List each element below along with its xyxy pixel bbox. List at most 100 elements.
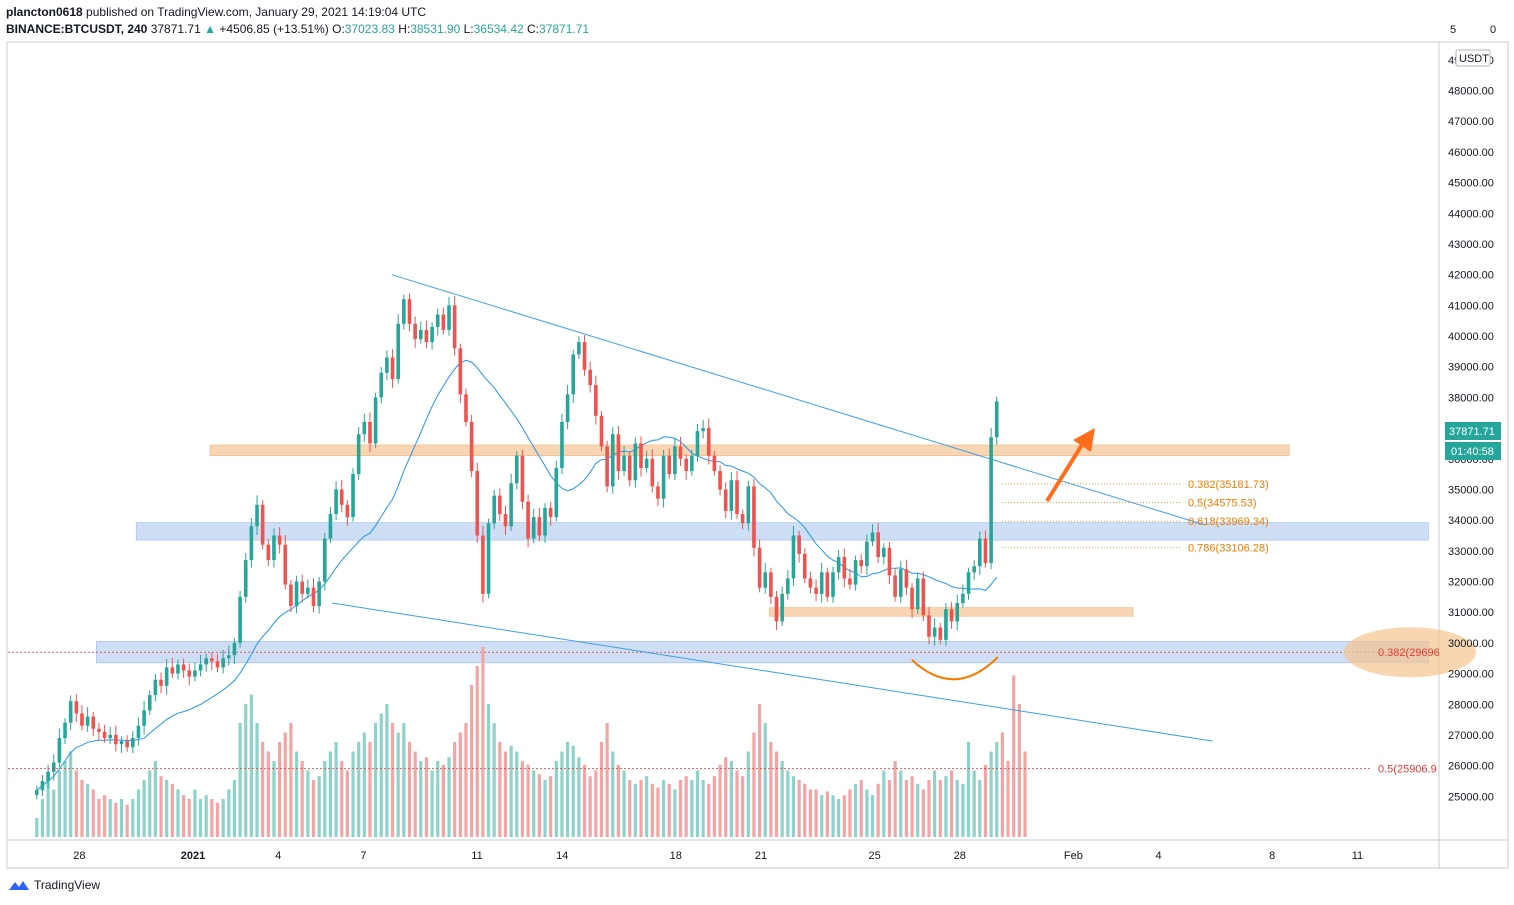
candle[interactable] xyxy=(396,323,400,380)
candle[interactable] xyxy=(159,679,163,686)
candle[interactable] xyxy=(119,741,124,745)
candle[interactable] xyxy=(458,348,463,395)
candle[interactable] xyxy=(932,627,937,637)
candle[interactable] xyxy=(565,394,570,422)
candle[interactable] xyxy=(949,609,954,622)
candle[interactable] xyxy=(904,569,909,588)
candle[interactable] xyxy=(80,713,84,726)
candle[interactable] xyxy=(379,372,384,398)
candle[interactable] xyxy=(243,560,248,597)
candle[interactable] xyxy=(509,483,513,527)
candle[interactable] xyxy=(170,667,175,674)
candle[interactable] xyxy=(661,455,666,499)
candle[interactable] xyxy=(978,538,982,567)
candle[interactable] xyxy=(706,428,711,456)
candle[interactable] xyxy=(876,532,880,557)
candle[interactable] xyxy=(955,603,960,622)
candle[interactable] xyxy=(893,575,897,597)
candle[interactable] xyxy=(966,572,971,594)
candle[interactable] xyxy=(373,397,378,444)
candle[interactable] xyxy=(622,455,626,472)
candle[interactable] xyxy=(181,664,186,671)
candle[interactable] xyxy=(712,455,717,472)
candle[interactable] xyxy=(531,517,536,539)
candle[interactable] xyxy=(644,458,649,468)
candle[interactable] xyxy=(447,305,451,330)
candle[interactable] xyxy=(994,401,999,438)
candle[interactable] xyxy=(825,572,830,597)
candle[interactable] xyxy=(294,581,299,607)
candle[interactable] xyxy=(898,569,903,597)
candle[interactable] xyxy=(887,547,892,576)
candle[interactable] xyxy=(577,342,581,355)
candle[interactable] xyxy=(797,535,801,554)
candle[interactable] xyxy=(492,495,496,524)
candle[interactable] xyxy=(503,514,508,527)
candle[interactable] xyxy=(673,446,677,475)
candle[interactable] xyxy=(554,467,559,518)
candle[interactable] xyxy=(198,664,203,671)
candle[interactable] xyxy=(102,731,107,739)
candle[interactable] xyxy=(627,455,632,481)
candle[interactable] xyxy=(780,593,784,622)
candle[interactable] xyxy=(831,572,835,597)
candle[interactable] xyxy=(68,701,73,723)
candle[interactable] xyxy=(35,790,39,795)
candle[interactable] xyxy=(260,504,265,545)
candle[interactable] xyxy=(560,421,564,468)
candle[interactable] xyxy=(498,495,502,515)
candle[interactable] xyxy=(40,780,45,791)
symbol-label[interactable]: BINANCE:BTCUSDT, 240 xyxy=(6,22,148,36)
candle[interactable] xyxy=(475,471,480,536)
candle[interactable] xyxy=(938,627,943,640)
candle[interactable] xyxy=(989,437,993,564)
candle[interactable] xyxy=(520,455,525,502)
candle[interactable] xyxy=(983,538,988,564)
candle[interactable] xyxy=(334,489,338,515)
candle[interactable] xyxy=(848,578,852,585)
candle[interactable] xyxy=(972,566,976,573)
candle[interactable] xyxy=(571,354,576,395)
candle[interactable] xyxy=(684,458,688,472)
candle[interactable] xyxy=(814,587,818,594)
candle[interactable] xyxy=(842,556,847,579)
candle[interactable] xyxy=(915,578,920,610)
candle[interactable] xyxy=(882,547,886,557)
candle[interactable] xyxy=(255,504,259,527)
candle[interactable] xyxy=(594,385,598,416)
candle[interactable] xyxy=(650,458,655,487)
candle[interactable] xyxy=(769,572,773,597)
candle[interactable] xyxy=(74,701,79,714)
candle[interactable] xyxy=(385,357,389,373)
candle[interactable] xyxy=(57,738,62,763)
candle[interactable] xyxy=(599,415,604,447)
candle[interactable] xyxy=(215,661,220,668)
candle[interactable] xyxy=(514,455,519,484)
candle[interactable] xyxy=(306,587,310,594)
candle[interactable] xyxy=(153,679,158,696)
candle[interactable] xyxy=(639,443,643,468)
candle[interactable] xyxy=(605,446,609,487)
candle[interactable] xyxy=(819,572,824,594)
candle[interactable] xyxy=(786,578,790,594)
candle[interactable] xyxy=(407,299,412,324)
candle[interactable] xyxy=(356,434,361,475)
candle[interactable] xyxy=(85,716,90,726)
trendline[interactable] xyxy=(391,274,1205,526)
candle[interactable] xyxy=(114,734,118,745)
candle[interactable] xyxy=(345,504,350,518)
candle[interactable] xyxy=(63,722,67,739)
candle[interactable] xyxy=(272,535,276,561)
candle[interactable] xyxy=(464,394,468,422)
candle[interactable] xyxy=(961,593,965,604)
candle[interactable] xyxy=(362,421,367,435)
candle[interactable] xyxy=(695,431,700,456)
candle[interactable] xyxy=(723,489,728,511)
candle[interactable] xyxy=(390,357,395,380)
candle[interactable] xyxy=(910,587,914,610)
currency-badge[interactable] xyxy=(1455,49,1491,67)
candle[interactable] xyxy=(633,443,638,481)
candle[interactable] xyxy=(757,547,762,588)
candle[interactable] xyxy=(859,560,864,567)
candle[interactable] xyxy=(752,486,756,548)
